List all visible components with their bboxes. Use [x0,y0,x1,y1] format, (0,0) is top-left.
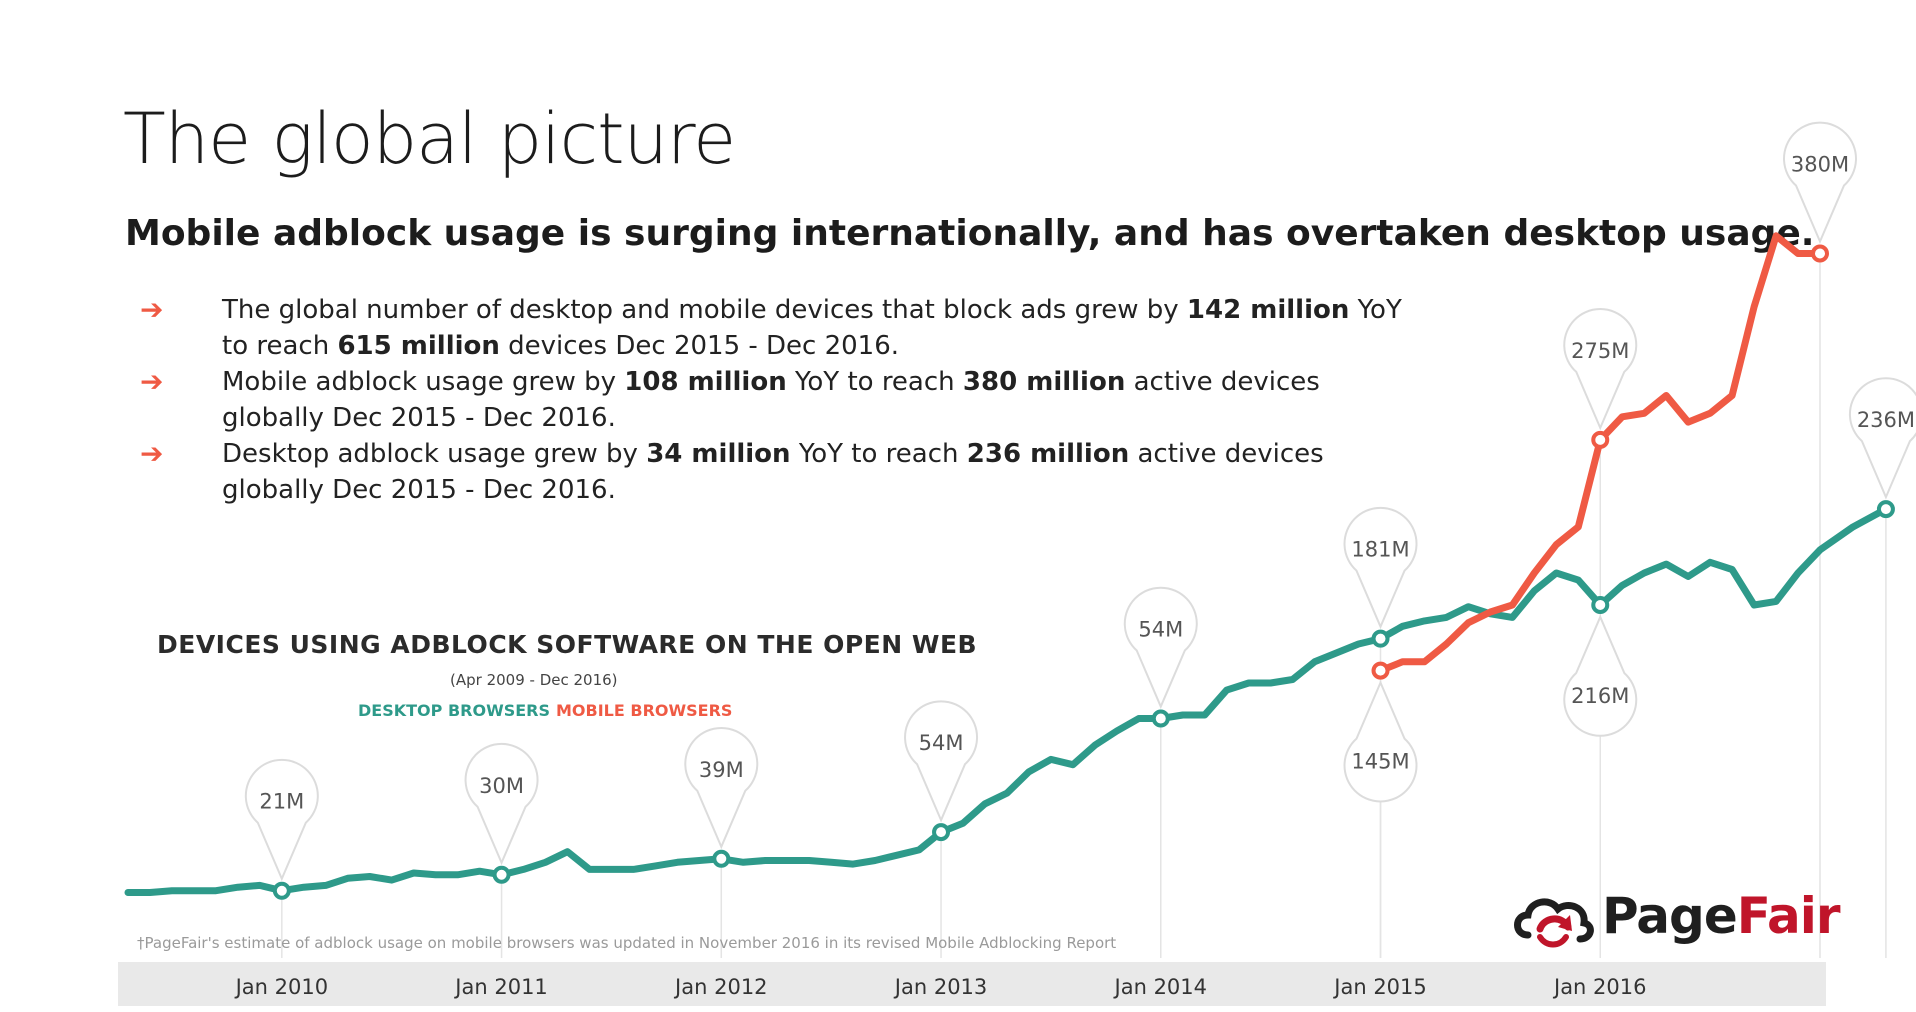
data-point-marker [272,881,291,900]
data-point-marker [1591,595,1610,614]
x-tick-label: Jan 2014 [1113,975,1208,999]
logo-word-page: Page [1602,887,1738,945]
chart-date-range: (Apr 2009 - Dec 2016) [450,671,618,689]
value-pin [1343,680,1418,803]
key-point-run: YoY to reach [222,295,1402,361]
value-pin [1563,614,1638,737]
page-subtitle: Mobile adblock usage is surging internat… [125,213,1815,254]
x-tick-label: Jan 2015 [1332,975,1427,999]
key-figure: 236 million [966,439,1130,469]
value-pin-label: 54M [1138,618,1183,642]
value-pin-label: 216M [1571,684,1629,708]
value-pin-label: 380M [1791,153,1849,177]
logo-wordmark: PageFair [1602,887,1841,945]
x-axis-band [118,962,1826,1006]
value-pin [1123,586,1198,710]
key-point-run: Mobile adblock usage grew by [222,367,625,397]
arrow-right-icon: ➔ [140,293,164,326]
value-pin [1783,121,1857,245]
value-pin-label: 145M [1351,750,1409,774]
value-pin [1848,377,1916,500]
chart-heading: DEVICES USING ADBLOCK SOFTWARE ON THE OP… [157,630,978,659]
key-figure: 615 million [337,331,500,361]
key-figure: 34 million [646,439,791,469]
value-pin [904,700,979,823]
x-axis-tick-labels: Jan 2010 Jan 2011 Jan 2012 Jan 2013 Jan 2014… [234,975,1647,999]
value-pin [464,743,539,866]
value-pin-label: 275M [1571,339,1629,363]
key-figure: 380 million [962,367,1126,397]
data-point-marker [1876,500,1895,519]
key-figure: 108 million [624,367,787,397]
value-pin [244,758,319,882]
pagefair-logo: PageFair [1510,885,1841,955]
key-point-desktop: ➔ Desktop adblock usage grew by 34 milli… [140,436,1430,508]
key-point-run: YoY to reach [786,367,963,397]
legend-mobile: MOBILE BROWSERS [556,701,733,720]
x-tick-label: Jan 2012 [673,975,768,999]
desktop-series-line [124,505,1890,896]
footnote: †PageFair's estimate of adblock usage on… [137,934,1117,952]
value-pin [684,727,759,850]
key-point-text: Mobile adblock usage grew by 108 million… [222,367,1320,433]
value-pins: 21M 30M 39M 54M 54M 181M 216M 236M 145M 275M 380M [244,121,1916,900]
pagefair-cloud-icon [1514,898,1594,948]
data-point-marker [492,865,511,884]
value-pin [1563,308,1638,431]
data-point-marker [1371,661,1390,680]
x-tick-label: Jan 2016 [1552,975,1647,999]
value-pin-label: 30M [479,774,524,798]
data-point-marker [712,849,731,868]
key-point-run: Desktop adblock usage grew by [222,439,647,469]
value-pin-label: 39M [699,758,744,782]
data-point-marker [932,823,951,842]
value-pin-label: 181M [1351,538,1409,562]
key-point-text: The global number of desktop and mobile … [222,295,1402,361]
page-title: The global picture [123,98,736,180]
legend-desktop: DESKTOP BROWSERS [358,701,551,720]
data-point-marker [1591,430,1610,449]
x-tick-label: Jan 2013 [893,975,988,999]
key-point-total: ➔ The global number of desktop and mobil… [140,292,1430,364]
value-pin-label: 54M [919,731,964,755]
value-pin [1343,506,1418,630]
arrow-right-icon: ➔ [140,437,164,470]
key-points-list: ➔ The global number of desktop and mobil… [140,292,1430,508]
key-point-text: Desktop adblock usage grew by 34 million… [222,439,1324,505]
value-pin-label: 236M [1857,408,1915,432]
key-point-run: YoY to reach [790,439,967,469]
key-point-mobile: ➔ Mobile adblock usage grew by 108 milli… [140,364,1430,436]
value-pin-label: 21M [259,790,304,814]
key-point-run: active devices globally Dec 2015 - Dec 2… [222,439,1324,505]
data-point-marker [1811,244,1829,263]
key-figure: 142 million [1186,295,1350,325]
key-point-run: devices Dec 2015 - Dec 2016. [499,331,900,361]
key-point-run: active devices globally Dec 2015 - Dec 2… [222,367,1320,433]
logo-word-fair: Fair [1736,887,1841,945]
data-point-marker [1151,709,1170,728]
x-tick-label: Jan 2011 [453,975,548,999]
key-point-run: The global number of desktop and mobile … [222,295,1187,325]
data-point-marker [1371,629,1390,648]
x-tick-label: Jan 2010 [234,975,329,999]
marker-guide-lines [281,253,1887,958]
arrow-right-icon: ➔ [140,365,164,398]
